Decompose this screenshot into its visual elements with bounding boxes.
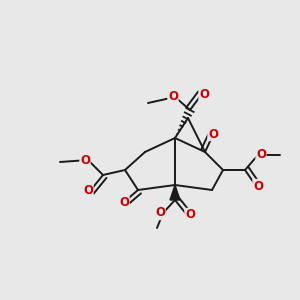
Text: O: O	[155, 206, 165, 220]
Text: O: O	[185, 208, 195, 221]
Polygon shape	[170, 185, 180, 200]
Text: O: O	[199, 88, 209, 100]
Text: O: O	[83, 184, 93, 197]
Text: O: O	[119, 196, 129, 209]
Text: O: O	[253, 179, 263, 193]
Text: O: O	[208, 128, 218, 140]
Text: O: O	[168, 91, 178, 103]
Text: O: O	[80, 154, 90, 166]
Text: O: O	[256, 148, 266, 161]
